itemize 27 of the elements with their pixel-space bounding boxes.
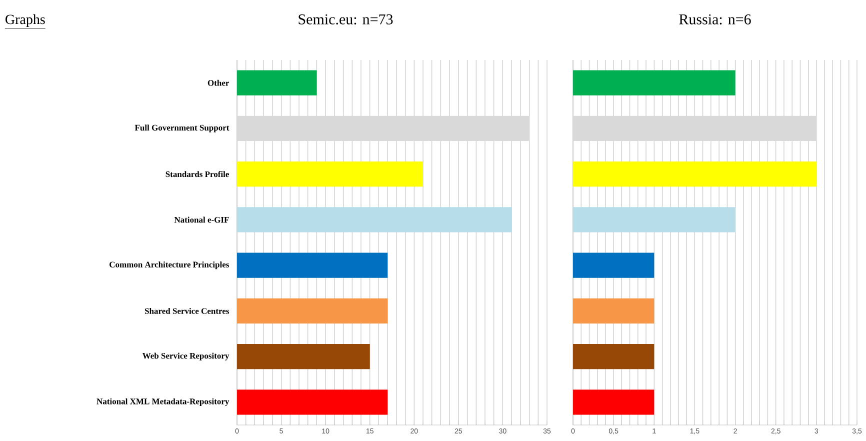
bar [573, 116, 816, 141]
y-tick-label: Shared Service Centres [144, 308, 230, 314]
chart-title: Russia: n=6 [679, 14, 751, 24]
bar [237, 298, 388, 324]
bar [573, 70, 736, 96]
y-tick-label: National XML Metadata-Repository [96, 398, 230, 406]
y-tick-label: Web Service Repository [142, 352, 230, 360]
text: Graphs [6, 14, 45, 27]
bar [573, 252, 654, 278]
bar [573, 162, 816, 187]
bar [237, 344, 370, 370]
bar [237, 390, 388, 415]
bar [237, 252, 388, 278]
chart-title: Semic.eu: n=73 [298, 14, 393, 24]
y-tick-label: Standards Profile [166, 171, 229, 178]
bar [573, 390, 654, 415]
bar [573, 298, 654, 324]
y-tick-label: Other [208, 80, 230, 86]
bar [237, 162, 424, 187]
bar [573, 344, 654, 370]
bar [237, 116, 530, 141]
bar [573, 207, 736, 232]
y-tick-label: National e-GIF [174, 216, 229, 223]
bar [237, 70, 317, 96]
y-tick-label: Common Architecture Principles [110, 261, 230, 270]
y-tick-label: Full Government Support [134, 124, 230, 132]
bar [237, 207, 512, 232]
